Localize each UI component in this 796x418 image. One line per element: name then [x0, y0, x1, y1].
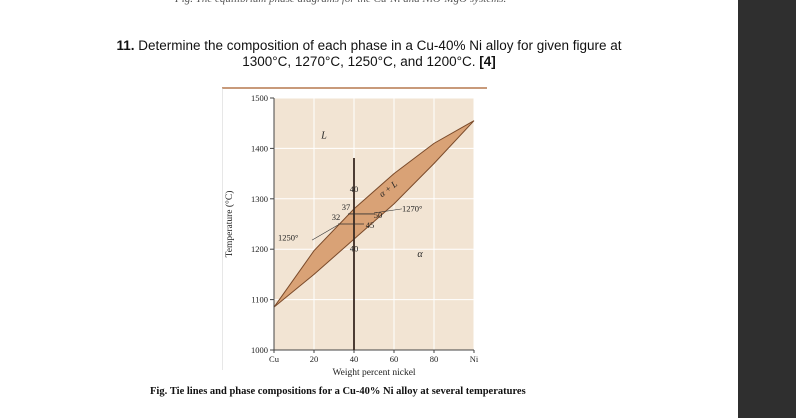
question-line-2: 1300°C, 1270°C, 1250°C, and 1200°C. [4] [0, 54, 738, 70]
annotation-45: 45 [366, 220, 375, 230]
x-axis-label: Weight percent nickel [332, 368, 415, 378]
y-tick-label-1: 1100 [251, 295, 268, 305]
annotation-40-top: 40 [350, 184, 359, 194]
caption-text: Tie lines and phase compositions for a C… [169, 386, 526, 397]
phase-label-alpha: α [417, 249, 423, 260]
y-tick-label-5: 1500 [251, 93, 268, 103]
phase-diagram-chart: 1000 1100 1200 1300 1400 1500 Cu 20 40 60 80 Ni Temp… [222, 87, 487, 378]
question-text-line-2: 1300°C, 1270°C, 1250°C, and 1200°C. [242, 54, 476, 69]
x-tick-label-1: 20 [310, 354, 319, 364]
cropped-heading-fragment: Fig. The equilibrium phase diagrams for … [175, 0, 575, 5]
question-marks: [4] [479, 54, 496, 69]
figure-caption: Fig. Tie lines and phase compositions fo… [150, 386, 526, 397]
annotation-50: 50 [374, 210, 383, 220]
annotation-40-bottom: 40 [350, 244, 359, 254]
y-axis-label: Temperature (°C) [224, 191, 235, 258]
annotation-1250-leader [311, 224, 339, 241]
question-text-line-1: Determine the composition of each phase … [138, 38, 622, 53]
question-number: 11. [116, 38, 135, 53]
x-tick-label-2: 40 [350, 354, 359, 364]
x-tick-label-3: 60 [390, 354, 399, 364]
phase-diagram-figure: 1000 1100 1200 1300 1400 1500 Cu 20 40 60 80 Ni Temp… [222, 86, 492, 386]
document-page: Fig. The equilibrium phase diagrams for … [0, 0, 738, 418]
annotation-1250: 1250° [278, 233, 298, 243]
annotation-32: 32 [332, 212, 341, 222]
x-tick-label-5: Ni [470, 354, 479, 364]
x-tick-label-0: Cu [269, 354, 280, 364]
y-tick-label-0: 1000 [251, 345, 268, 355]
y-tick-label-3: 1300 [251, 194, 268, 204]
annotation-1270-leader [373, 208, 403, 214]
y-tick-label-4: 1400 [251, 143, 268, 153]
viewer-side-panel [738, 0, 796, 418]
question-line-1: 11. Determine the composition of each ph… [0, 38, 738, 54]
y-tick-label-2: 1200 [251, 244, 268, 254]
phase-label-liquid: L [320, 130, 327, 141]
annotation-1270: 1270° [402, 203, 422, 213]
annotation-37: 37 [342, 202, 351, 212]
question-block: 11. Determine the composition of each ph… [0, 38, 738, 70]
x-tick-label-4: 80 [430, 354, 439, 364]
caption-label: Fig. [150, 386, 168, 397]
